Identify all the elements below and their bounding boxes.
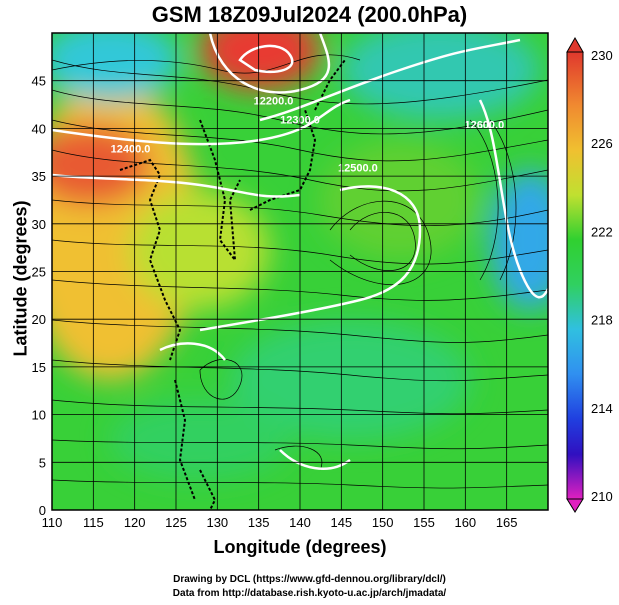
y-axis-label: Latitude (degrees) xyxy=(10,200,31,357)
y-tick-label: 20 xyxy=(32,312,46,327)
contour-label: 12200.0 xyxy=(254,96,294,108)
colorbar-tick-label: 210 xyxy=(591,489,613,504)
x-tick-label: 125 xyxy=(165,515,187,530)
x-tick-label: 145 xyxy=(330,515,352,530)
x-tick-label: 140 xyxy=(289,515,311,530)
x-tick-label: 120 xyxy=(124,515,146,530)
contour-label: 12500.0 xyxy=(338,162,378,174)
colorbar-top-arrow xyxy=(566,36,584,53)
colorbar-scale xyxy=(566,51,584,500)
x-tick-label: 155 xyxy=(413,515,435,530)
y-tick-label: 10 xyxy=(32,408,46,423)
x-tick-label: 115 xyxy=(83,515,104,530)
colorbar-tick-label: 222 xyxy=(591,224,613,239)
x-tick-label: 150 xyxy=(372,515,394,530)
x-tick-label: 130 xyxy=(206,515,228,530)
plot-frame xyxy=(51,32,549,511)
x-axis-label: Longitude (degrees) xyxy=(213,537,387,557)
chart-title: GSM 18Z09Jul2024 (200.0hPa) xyxy=(151,2,468,27)
y-tick-label: 30 xyxy=(32,217,46,232)
x-tick-label: 135 xyxy=(248,515,270,530)
temperature-field xyxy=(52,33,548,510)
colorbar: 230 226 222 218 214 210 xyxy=(566,36,613,513)
y-tick-labels: 0 5 10 15 20 25 30 35 40 45 xyxy=(32,74,46,518)
x-tick-label: 110 xyxy=(42,515,63,530)
x-tick-label: 160 xyxy=(454,515,476,530)
colorbar-tick-label: 218 xyxy=(591,313,613,328)
colorbar-tick-label: 226 xyxy=(591,136,613,151)
colorbar-tick-label: 230 xyxy=(591,48,613,63)
x-tick-label: 165 xyxy=(496,515,518,530)
credit-drawing: Drawing by DCL (https://www.gfd-dennou.o… xyxy=(173,574,446,585)
colorbar-bottom-arrow xyxy=(566,498,584,513)
y-tick-label: 5 xyxy=(39,455,46,470)
y-tick-label: 15 xyxy=(32,360,46,375)
y-tick-label: 45 xyxy=(32,74,46,89)
credit-data: Data from http://database.rish.kyoto-u.a… xyxy=(172,588,447,599)
contour-label: 12400.0 xyxy=(111,143,151,155)
contour-label: 12600.0 xyxy=(464,119,504,131)
x-tick-labels: 110 115 120 125 130 135 140 145 150 155 160 165 xyxy=(42,515,518,530)
grid xyxy=(52,33,548,510)
colorbar-tick-label: 214 xyxy=(591,401,613,416)
y-tick-label: 40 xyxy=(32,121,46,136)
y-tick-label: 25 xyxy=(32,265,46,280)
y-tick-label: 35 xyxy=(32,169,46,184)
y-tick-label: 0 xyxy=(39,503,46,518)
